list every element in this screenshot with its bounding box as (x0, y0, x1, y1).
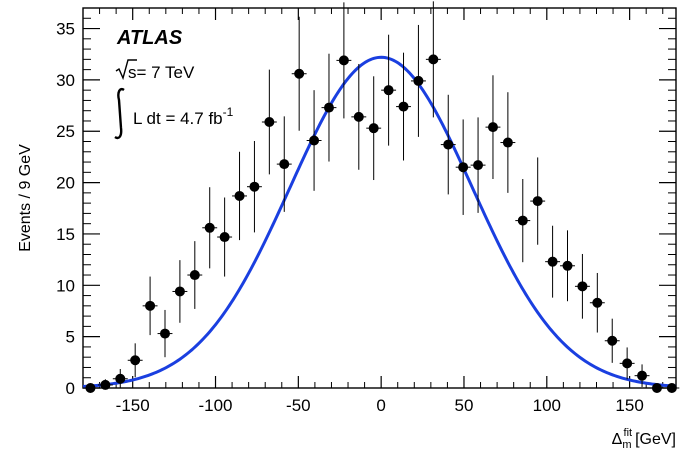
data-point (189, 270, 200, 281)
y-tick-label: 5 (66, 328, 75, 347)
data-point (100, 379, 111, 390)
atlas-label: ATLAS (116, 27, 183, 49)
data-point (458, 162, 469, 173)
data-point (473, 160, 484, 171)
y-tick-label: 35 (56, 20, 75, 39)
lumi-text: L dt = 4.7 fb (133, 109, 223, 128)
data-point (219, 232, 230, 243)
data-point (413, 75, 424, 86)
data-point (562, 260, 573, 271)
data-point (145, 300, 156, 311)
data-point (115, 373, 126, 384)
data-point (353, 111, 364, 122)
data-point (279, 159, 290, 170)
y-tick-label: 25 (56, 122, 75, 141)
data-point (502, 137, 513, 148)
sqrt-s-text: s= 7 TeV (128, 63, 195, 82)
x-tick-label: 0 (376, 396, 385, 415)
data-point (651, 383, 662, 393)
y-axis-title: Events / 9 GeV (17, 144, 34, 252)
data-point (398, 101, 409, 112)
data-point (622, 358, 633, 369)
integral-sign (114, 87, 125, 140)
data-point (264, 117, 275, 127)
x-tick-label: 50 (455, 396, 474, 415)
data-point (85, 383, 96, 393)
y-tick-label: 10 (56, 276, 75, 295)
data-point (532, 196, 543, 207)
x-tick-label: 100 (533, 396, 561, 415)
y-tick-label: 20 (56, 174, 75, 193)
data-point (637, 370, 648, 381)
data-point (592, 297, 603, 308)
data-point (294, 68, 305, 79)
y-tick-label: 0 (66, 379, 75, 398)
data-point (517, 215, 528, 226)
tick-labels: -150 -100 -50 0 50 100 150 0 5 10 15 20 25 30 35 (56, 20, 644, 415)
y-tick-label: 30 (56, 71, 75, 90)
data-point (487, 122, 498, 133)
data-point (443, 139, 454, 150)
data-point (577, 281, 588, 292)
x-axis-title-main: Δ (612, 431, 623, 448)
luminosity-label: L dt = 4.7 fb-1 (114, 87, 234, 140)
svg-text:L dt = 4.7 fb-1: L dt = 4.7 fb-1 (133, 105, 234, 128)
x-tick-label: 150 (615, 396, 643, 415)
x-tick-label: -150 (116, 396, 150, 415)
data-point (368, 123, 379, 134)
data-point (338, 55, 349, 66)
lumi-sup: -1 (223, 105, 234, 119)
data-point (428, 54, 439, 65)
data-point (234, 190, 245, 201)
data-point (159, 328, 170, 339)
x-axis-title-unit: [GeV] (635, 431, 676, 448)
data-point (383, 85, 394, 96)
plot-frame (82, 7, 677, 389)
data-point (249, 181, 260, 192)
y-tick-label: 15 (56, 225, 75, 244)
data-points (83, 1, 680, 393)
data-point (547, 256, 558, 267)
fit-curve (82, 55, 677, 388)
data-point (204, 222, 215, 233)
x-axis-title-sub: m (622, 439, 631, 451)
data-point (130, 355, 141, 366)
data-point (174, 286, 185, 297)
data-point (323, 102, 334, 113)
sqrt-symbol (115, 59, 137, 81)
x-axis-title: Δmfit [GeV] (612, 427, 676, 451)
data-point (666, 383, 677, 393)
x-tick-label: -100 (198, 396, 232, 415)
x-tick-label: -50 (286, 396, 311, 415)
sqrt-s-label: s= 7 TeV (115, 59, 195, 82)
data-point (607, 335, 618, 346)
data-point (309, 135, 320, 146)
x-axis-title-sup: fit (624, 427, 633, 439)
axis-ticks (83, 8, 676, 389)
